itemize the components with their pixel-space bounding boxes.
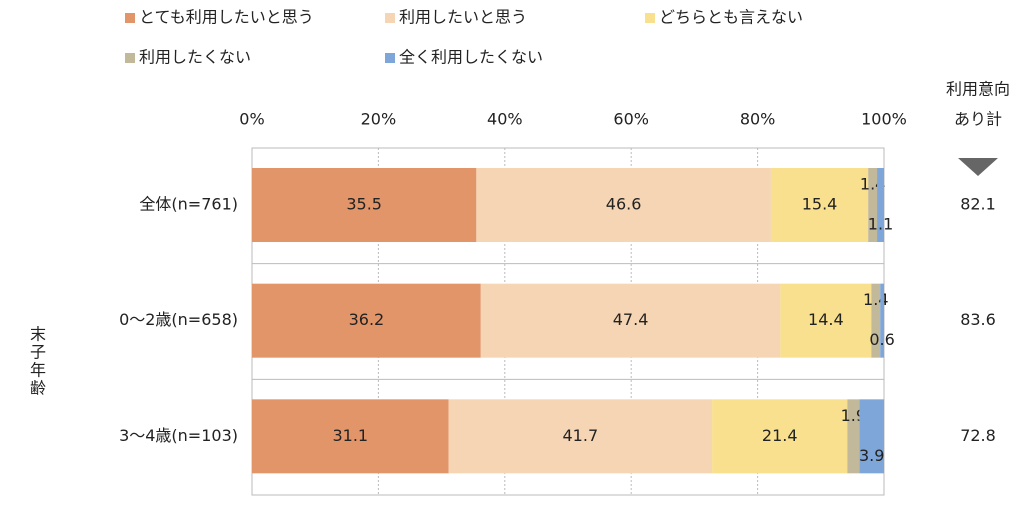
bar-segment (252, 399, 449, 474)
legend-swatch (125, 53, 135, 63)
bar-segment (252, 283, 481, 358)
totals-arrow (958, 158, 998, 176)
y-tick-label: 0～2歳(n=658) (119, 310, 238, 329)
x-tick-label: 0% (239, 110, 264, 129)
bar-segment (847, 399, 860, 474)
totals-header: あり計 (954, 110, 1002, 129)
y-tick-label: 3～4歳(n=103) (119, 426, 238, 445)
bar-segment (448, 399, 713, 474)
x-tick-label: 100% (861, 110, 907, 129)
data-label: 36.2 (349, 310, 385, 329)
data-label: 0.6 (869, 330, 894, 349)
bar-segment (859, 399, 884, 474)
data-label: 1.1 (868, 215, 893, 234)
bar-segment (868, 168, 878, 242)
data-label: 47.4 (613, 310, 649, 329)
legend-swatch (385, 53, 395, 63)
data-label: 41.7 (563, 426, 599, 445)
y-tick-label: 全体(n=761) (139, 195, 238, 214)
data-label: 46.6 (606, 195, 642, 214)
data-label: 31.1 (332, 426, 368, 445)
legend-swatch (125, 13, 135, 23)
y-group-label: 子 (30, 343, 46, 362)
bar-segment (877, 168, 884, 242)
legend-label: 利用したくない (139, 48, 251, 67)
legend-label: とても利用したいと思う (139, 8, 314, 27)
bar-segment (712, 399, 848, 474)
bar-segment (880, 283, 884, 358)
x-tick-label: 40% (487, 110, 523, 129)
total-value: 82.1 (960, 195, 996, 214)
data-label: 14.4 (808, 310, 844, 329)
bar-segment (476, 168, 771, 242)
x-tick-label: 60% (613, 110, 649, 129)
data-label: 15.4 (802, 195, 838, 214)
bar-segment (780, 283, 872, 358)
legend-label: どちらとも言えない (659, 8, 803, 27)
total-value: 83.6 (960, 310, 996, 329)
bar-segment (770, 168, 869, 242)
data-label: 1.4 (863, 290, 888, 309)
legend-swatch (385, 13, 395, 23)
x-tick-label: 20% (361, 110, 397, 129)
bar-segment (871, 283, 881, 358)
bar-segment (252, 168, 477, 242)
totals-header: 利用意向 (946, 80, 1010, 99)
bar-segment (480, 283, 781, 358)
data-label: 21.4 (762, 426, 798, 445)
legend-label: 利用したいと思う (399, 8, 527, 27)
y-group-label: 齢 (30, 379, 46, 398)
data-label: 35.5 (346, 195, 382, 214)
total-value: 72.8 (960, 426, 996, 445)
x-tick-label: 80% (740, 110, 776, 129)
legend-swatch (645, 13, 655, 23)
y-group-label: 年 (30, 361, 46, 380)
legend-label: 全く利用したくない (399, 48, 543, 67)
data-label: 3.9 (859, 446, 884, 465)
y-group-label: 末 (30, 325, 46, 344)
